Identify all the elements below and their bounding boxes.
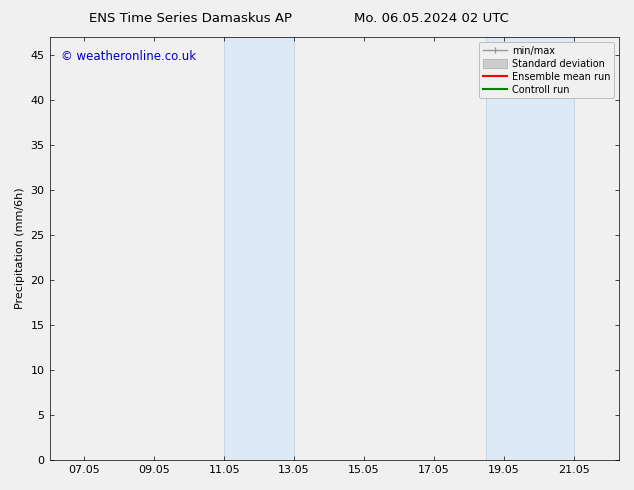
Text: © weatheronline.co.uk: © weatheronline.co.uk [61, 50, 196, 63]
Text: Mo. 06.05.2024 02 UTC: Mo. 06.05.2024 02 UTC [354, 12, 508, 25]
Bar [486, 37, 574, 460]
Legend: min/max, Standard deviation, Ensemble mean run, Controll run: min/max, Standard deviation, Ensemble me… [479, 42, 614, 98]
Y-axis label: Precipitation (mm/6h): Precipitation (mm/6h) [15, 188, 25, 309]
Bar [224, 37, 294, 460]
Text: ENS Time Series Damaskus AP: ENS Time Series Damaskus AP [89, 12, 292, 25]
